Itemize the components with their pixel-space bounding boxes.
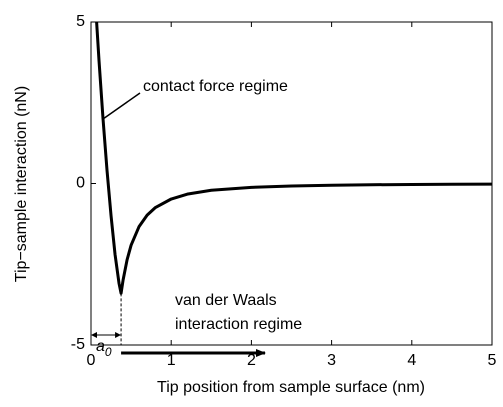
annotation: a0 [96, 338, 112, 359]
annotation-arrow [102, 92, 141, 120]
annotation-sub: 0 [105, 345, 112, 359]
y-tick-label: -5 [71, 336, 85, 353]
x-tick-label: 2 [247, 352, 256, 369]
x-tick-label: 3 [327, 352, 336, 369]
x-tick-label: 0 [87, 352, 96, 369]
y-axis-label: Tip−sample interaction (nN) [13, 86, 30, 282]
x-axis-label: Tip position from sample surface (nm) [157, 379, 425, 396]
x-tick-label: 1 [167, 352, 176, 369]
annotation: contact force regime [143, 78, 288, 95]
annotation: interaction regime [175, 316, 302, 333]
x-tick-label: 5 [488, 352, 497, 369]
data-line [95, 21, 493, 295]
y-tick-label: 0 [76, 175, 85, 192]
annotation-text: a [96, 338, 105, 355]
x-tick-label: 4 [407, 352, 416, 369]
y-tick-label: 5 [76, 13, 85, 30]
annotation: van der Waals [175, 292, 277, 309]
